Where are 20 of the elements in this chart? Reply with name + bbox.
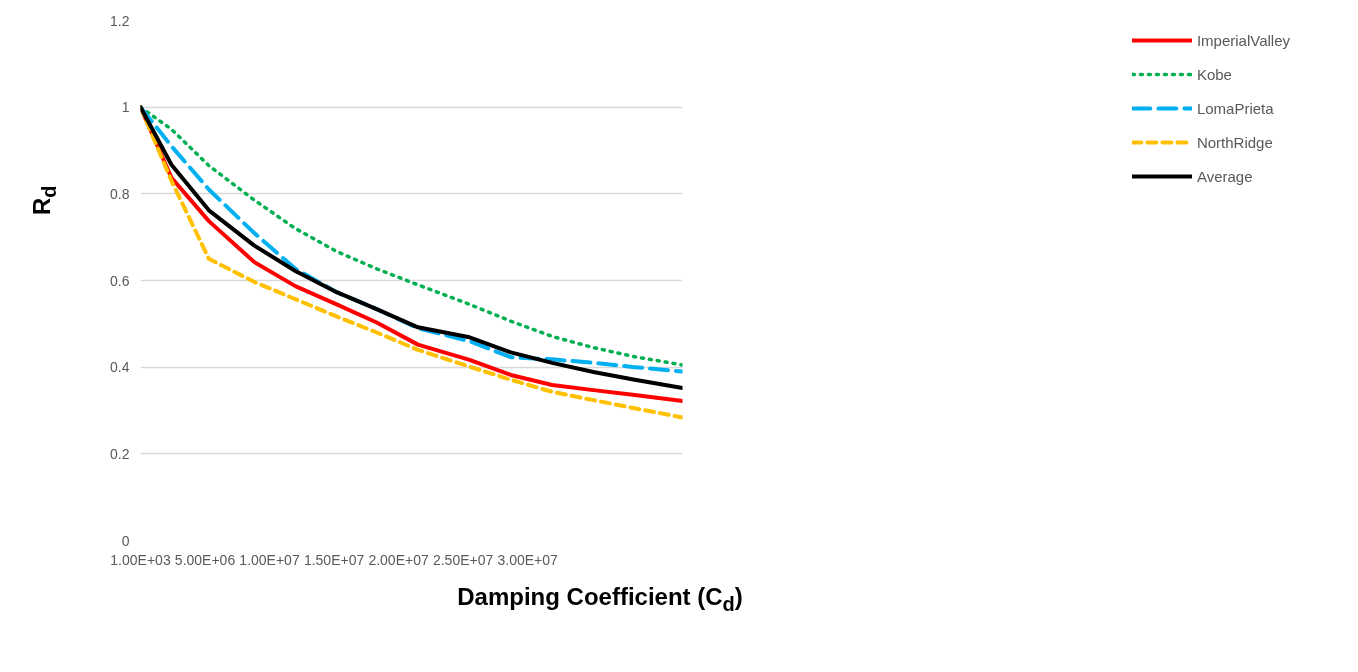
y-tick-label: 0.4 <box>110 359 130 376</box>
y-tick-label: 0.2 <box>110 445 130 462</box>
y-tick-label: 1.2 <box>110 12 130 29</box>
y-tick-label: 0 <box>121 532 130 549</box>
y-tick-label: 0.6 <box>110 272 130 289</box>
x-tick-label: 5.00E+06 <box>174 551 236 568</box>
legend-label: Kobe <box>1196 65 1232 83</box>
x-tick-label: 1.00E+03 <box>110 551 171 568</box>
x-axis-title: Damping Coefficient (C$_{d}$) <box>457 582 743 617</box>
x-tick-label: 1.50E+07 <box>303 551 365 568</box>
legend-label: LomaPrieta <box>1196 99 1274 117</box>
legend-label: Average <box>1196 167 1253 185</box>
y-tick-label: 0.8 <box>110 185 130 202</box>
x-tick-label: 2.50E+07 <box>432 551 494 568</box>
legend-label: ImperialValley <box>1196 31 1290 49</box>
x-tick-label: 2.00E+07 <box>368 551 429 568</box>
y-tick-label: 1 <box>121 99 130 116</box>
x-tick-label: 1.00E+07 <box>239 551 300 568</box>
x-tick-label: 3.00E+07 <box>497 551 559 568</box>
legend-label: NorthRidge <box>1196 133 1273 151</box>
